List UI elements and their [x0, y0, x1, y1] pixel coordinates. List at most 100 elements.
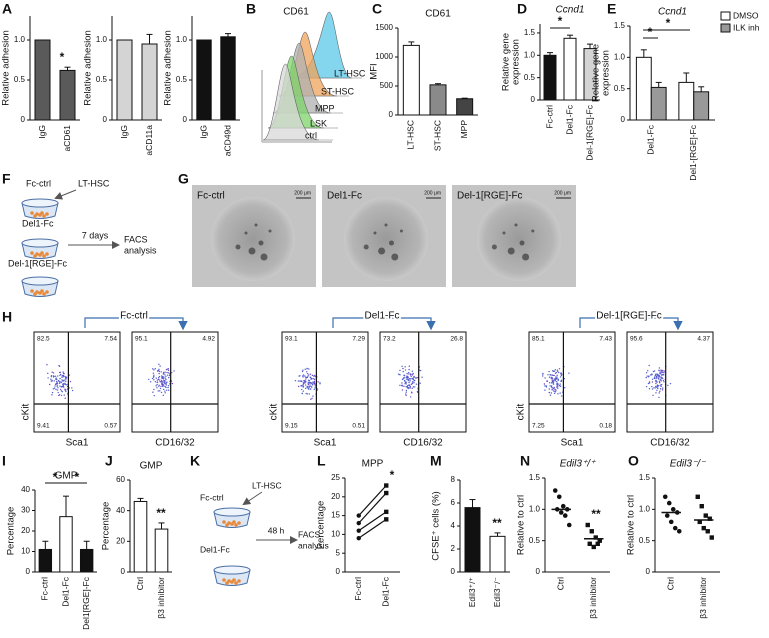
chart-title: Edil3⁻/⁻ [670, 459, 706, 470]
event-dot [297, 385, 300, 388]
event-dot [660, 370, 662, 372]
event-dot [55, 383, 57, 386]
cell [38, 291, 42, 295]
event-dot [654, 387, 656, 389]
event-dot [556, 382, 559, 385]
event-dot [548, 391, 550, 394]
data-point [556, 494, 562, 500]
event-dot [556, 386, 558, 389]
event-dot [412, 380, 414, 383]
event-dot [546, 380, 548, 382]
data-line [358, 518, 387, 539]
cell [33, 254, 37, 258]
histogram-peak [262, 63, 320, 141]
event-dot [309, 385, 311, 387]
event-dot [168, 374, 171, 377]
event-dot [658, 367, 661, 369]
chart-title: GMP [55, 471, 78, 482]
event-dot [663, 381, 665, 383]
histogram-label: MPP [315, 103, 335, 113]
event-dot [164, 392, 166, 394]
result-label: analysis [124, 245, 157, 255]
event-dot [314, 375, 316, 378]
event-dot [658, 396, 660, 399]
event-dot [308, 374, 310, 376]
y-tick-label: 1.0 [639, 504, 651, 513]
significance-mark: ** [492, 516, 502, 530]
event-dot [62, 380, 65, 382]
event-dot [656, 389, 658, 392]
data-point [707, 516, 712, 521]
event-dot [410, 383, 412, 386]
event-dot [654, 374, 657, 377]
event-dot [65, 378, 67, 380]
event-dot [164, 371, 166, 373]
event-dot [555, 377, 558, 380]
event-dot [166, 389, 168, 391]
event-dot [411, 374, 414, 376]
event-dot [161, 383, 163, 386]
event-dot [313, 388, 315, 391]
colony-cell [389, 240, 394, 246]
event-dot [49, 383, 51, 386]
quadrant-value: 7.25 [532, 423, 545, 430]
histogram-label: LT-HSC [334, 68, 366, 78]
arrow [54, 189, 77, 200]
event-dot [408, 368, 410, 371]
event-dot [399, 369, 401, 372]
event-dot [558, 368, 561, 370]
event-dot [152, 368, 154, 370]
event-dot [160, 391, 163, 394]
event-dot [651, 378, 654, 381]
event-dot [62, 374, 64, 377]
chart-title: Ccnd1 [556, 5, 585, 16]
y-tick-label: 1.5 [639, 473, 651, 482]
event-dot [416, 390, 419, 393]
x-tick-label: Del1-Fc [60, 576, 70, 607]
event-dot [307, 375, 309, 377]
event-dot [308, 386, 311, 388]
event-dot [56, 378, 58, 381]
event-dot [660, 373, 662, 375]
event-dot [402, 378, 404, 380]
event-dot [168, 376, 170, 379]
event-dot [555, 389, 557, 391]
event-dot [157, 378, 160, 381]
event-dot [560, 374, 563, 377]
event-dot [302, 374, 305, 376]
x-tick-label: Fc-ctrl [544, 105, 554, 129]
event-dot [57, 391, 59, 394]
event-dot [552, 381, 555, 384]
result-label: analysis [298, 540, 329, 550]
cell [30, 251, 34, 255]
y-axis-label: Relative to ctrl [626, 495, 637, 555]
event-dot [65, 384, 68, 386]
event-dot [658, 369, 660, 372]
y-tick-label: 10 [331, 530, 340, 539]
event-dot [313, 374, 316, 377]
y-tick-label: 0.5 [14, 75, 26, 84]
event-dot [167, 386, 169, 389]
x-tick-label: Ctrl [556, 577, 566, 590]
event-dot [549, 394, 552, 396]
y-axis-label: CFSE⁺ cells (%) [431, 491, 442, 560]
histogram-label: ctrl [305, 130, 317, 140]
flow-axis-label: cKit [516, 403, 527, 420]
cell [234, 523, 238, 527]
event-dot [310, 398, 312, 400]
data-point [384, 517, 389, 522]
y-tick-label: 40 [21, 485, 30, 494]
colony-cell [491, 244, 497, 250]
event-dot [300, 380, 303, 382]
arrow-label: 7 days [82, 230, 109, 240]
bar [59, 516, 73, 573]
y-tick-label: 1.0 [524, 50, 536, 59]
cell [222, 578, 226, 582]
event-dot [547, 374, 549, 376]
event-dot [155, 377, 157, 379]
event-dot [658, 374, 660, 377]
event-dot [645, 385, 648, 388]
event-dot [305, 376, 308, 379]
event-dot [158, 372, 160, 375]
event-dot [653, 376, 656, 378]
